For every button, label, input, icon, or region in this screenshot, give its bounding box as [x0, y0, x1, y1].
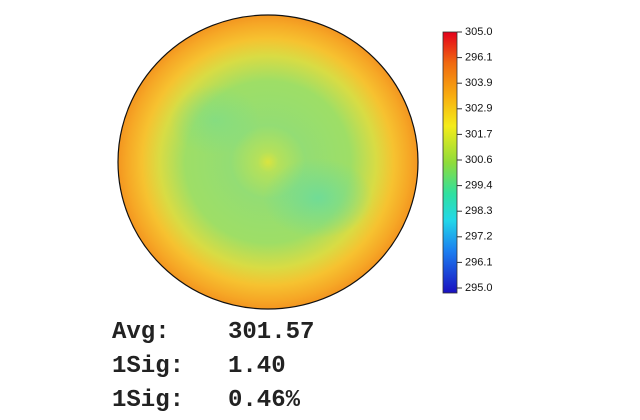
stat-label: 1Sig: — [112, 353, 184, 380]
colorbar-label: 298.3 — [465, 205, 493, 217]
cool-region — [263, 158, 373, 238]
stat-label: 1Sig: — [112, 387, 184, 414]
wafer — [118, 15, 418, 309]
stat-value: 301.57 — [228, 319, 314, 346]
stat-value: 1.40 — [228, 353, 286, 380]
stat-label: Avg: — [112, 319, 170, 346]
colorbar-label: 301.7 — [465, 128, 493, 140]
colorbar-label: 302.9 — [465, 103, 493, 115]
colorbar-label: 303.9 — [465, 77, 493, 89]
colorbar-label: 299.4 — [465, 180, 493, 192]
colorbar-label: 297.2 — [465, 231, 493, 243]
colorbar-label: 300.6 — [465, 154, 493, 166]
stat-value: 0.46% — [228, 387, 301, 414]
wafer-shading — [170, 85, 373, 238]
colorbar-label: 295.0 — [465, 282, 493, 294]
cool-region — [170, 85, 260, 155]
colorbar-labels: 305.0 296.1 303.9 302.9 301.7 300.6 299.4 298.3… — [457, 26, 493, 294]
colorbar-label: 296.1 — [465, 256, 493, 268]
colorbar-label: 296.1 — [465, 52, 493, 64]
colorbar-label: 305.0 — [465, 26, 493, 38]
colorbar — [442, 31, 458, 294]
wafer-outline — [117, 14, 419, 310]
